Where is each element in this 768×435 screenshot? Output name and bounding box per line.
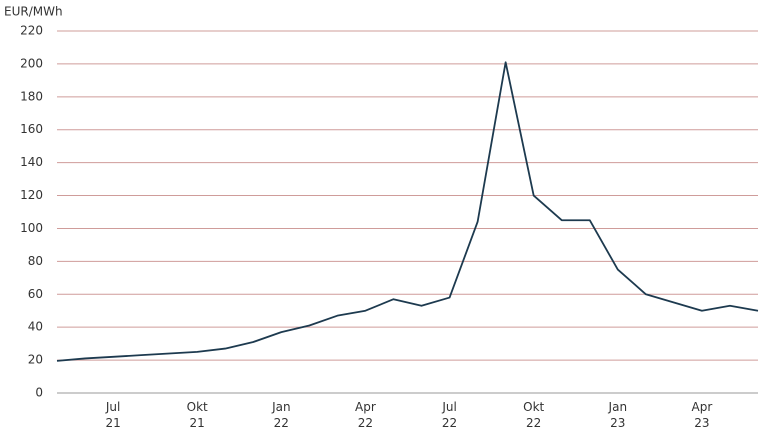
x-tick-label: Apr 23 [692,400,713,430]
x-tick-label: Jul 22 [441,400,457,430]
y-tick-label: 80 [28,254,43,268]
y-tick-label: 160 [20,122,43,136]
y-tick-label: 20 [28,353,43,367]
y-tick-label: 100 [20,221,43,235]
y-tick-label: 60 [28,287,43,301]
y-tick-label: 200 [20,56,43,70]
x-tick-label: Jan 22 [271,400,291,430]
x-tick-label: Jan 23 [608,400,628,430]
y-tick-label: 140 [20,155,43,169]
y-tick-label: 120 [20,188,43,202]
x-tick-label: Apr 22 [355,400,376,430]
y-tick-label: 220 [20,24,43,38]
y-axis-label: EUR/MWh [4,5,63,19]
x-tick-label: Okt 21 [187,400,208,430]
x-tick-label: Jul 21 [105,400,121,430]
x-tick-label: Okt 22 [523,400,544,430]
y-tick-label: 180 [20,89,43,103]
data-line [56,61,759,362]
y-tick-label: 0 [35,386,43,400]
y-tick-label: 40 [28,320,43,334]
